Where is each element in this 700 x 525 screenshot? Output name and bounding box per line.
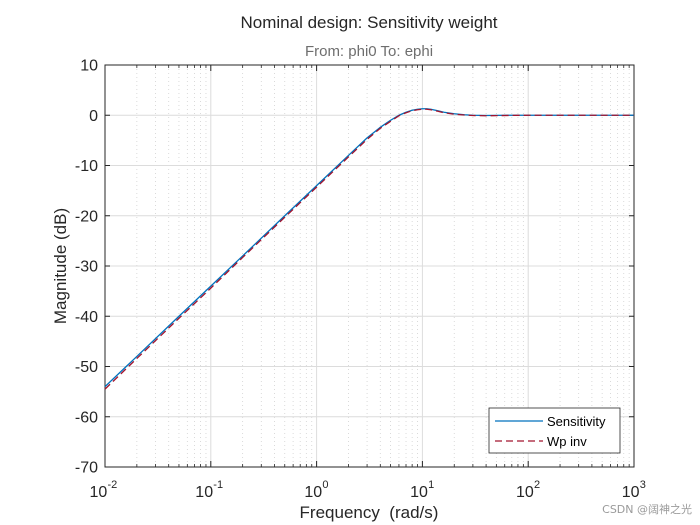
x-tick-exponent: 1: [428, 479, 434, 491]
y-tick-labels: 10 0 -10 -20 -30 -40 -50 -60 -70: [75, 58, 98, 477]
x-tick-exponent: -1: [213, 479, 223, 491]
x-tick-exponent: 0: [322, 479, 328, 491]
y-tick-label: 0: [89, 108, 98, 125]
y-tick-label: -60: [75, 409, 98, 426]
x-tick-label: 10 2: [516, 479, 540, 501]
legend-box: [488, 407, 621, 454]
chart-subtitle: From: phi0 To: ephi: [305, 43, 433, 60]
x-tick-base: 10: [304, 484, 322, 501]
y-tick-label: -10: [75, 158, 98, 175]
y-tick-label: -40: [75, 309, 98, 326]
x-tick-label: 10 0: [304, 479, 328, 501]
x-tick-base: 10: [622, 484, 640, 501]
x-tick-base: 10: [195, 484, 213, 501]
y-tick-label: -20: [75, 208, 98, 225]
x-tick-label: 10 3: [622, 479, 646, 501]
y-tick-label: -70: [75, 460, 98, 477]
watermark: CSDN @阔神之光: [602, 503, 692, 516]
y-tick-label: -50: [75, 359, 98, 376]
tick-marks: [104, 64, 635, 468]
x-tick-exponent: -2: [108, 479, 118, 491]
x-tick-exponent: 2: [534, 479, 540, 491]
y-axis-label: Magnitude (dB): [51, 208, 70, 324]
x-tick-label: 10 1: [410, 479, 434, 501]
x-tick-exponent: 3: [640, 479, 646, 491]
x-tick-label: 10 -2: [90, 479, 118, 501]
x-tick-base: 10: [516, 484, 534, 501]
series-group: [104, 108, 634, 390]
legend: Sensitivity Wp inv: [488, 407, 621, 454]
legend-label-wp-inv: Wp inv: [547, 434, 587, 449]
series-line-wp-inv: [104, 108, 634, 390]
x-tick-label: 10 -1: [195, 479, 223, 501]
x-tick-base: 10: [90, 484, 108, 501]
chart-title: Nominal design: Sensitivity weight: [240, 13, 497, 32]
x-tick-labels: 10 -2 10 -1 10 0 10 1 10 2 10 3: [90, 479, 646, 501]
x-axis-label: Frequency (rad/s): [300, 503, 439, 522]
y-tick-label: 10: [80, 58, 98, 75]
x-tick-base: 10: [410, 484, 428, 501]
y-tick-label: -30: [75, 259, 98, 276]
legend-label-sensitivity: Sensitivity: [547, 414, 606, 429]
